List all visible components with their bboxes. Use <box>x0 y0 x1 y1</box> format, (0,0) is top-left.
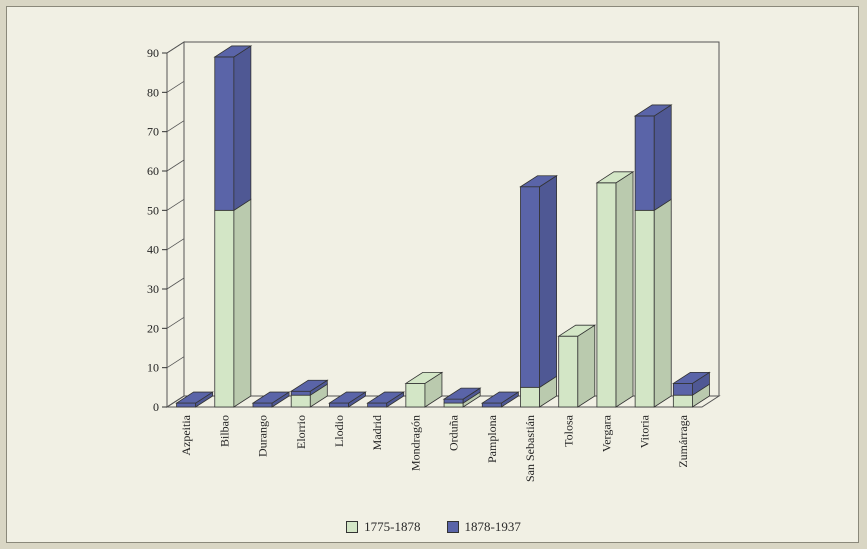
y-tick-depth <box>166 80 185 93</box>
bar-top-Vergara <box>595 171 635 184</box>
bar-Pamplona-1878-1937 <box>481 402 502 408</box>
bar-Vitoria-1878-1937 <box>634 115 655 211</box>
y-tick-label: 0 <box>153 400 159 414</box>
y-tick-label: 70 <box>147 125 159 139</box>
bar-top-Madrid <box>366 391 406 404</box>
bar-Elorrio-1775-1878 <box>290 394 311 408</box>
bar-side-Bilbao-1775-1878 <box>233 198 252 408</box>
bar-top-Mondragón <box>404 371 444 384</box>
bar-top-Durango <box>251 391 291 404</box>
y-tick-depth <box>166 238 185 251</box>
y-tick-depth <box>166 277 185 290</box>
bar-top-Orduña <box>442 387 482 400</box>
y-tick-depth <box>166 395 185 408</box>
x-tick-label: San Sebastián <box>523 415 537 482</box>
y-tick-depth <box>166 356 185 369</box>
y-tick-label: 20 <box>147 321 159 335</box>
legend-swatch-1878-1937 <box>446 521 459 533</box>
bar-Zumárraga-1878-1937 <box>672 382 693 396</box>
bar-side-Vergara-1775-1878 <box>615 171 634 408</box>
chart-frame: 0 10 20 30 40 50 60 70 80 90 Azpeitia Bilbao Durango… <box>6 6 859 543</box>
bar-Vitoria-1775-1878 <box>634 209 655 408</box>
side-wall <box>166 41 185 408</box>
y-tick-label: 40 <box>147 243 159 257</box>
bar-Zumárraga-1775-1878 <box>672 394 693 408</box>
y-tick-label: 30 <box>147 282 159 296</box>
bar-side-Bilbao-1878-1937 <box>233 45 252 212</box>
bar-Vergara-1775-1878 <box>596 182 617 408</box>
bar-top-Tolosa <box>557 324 597 337</box>
bar-side-Tolosa-1775-1878 <box>577 324 596 408</box>
legend-item-1775-1878: 1775-1878 <box>346 519 421 535</box>
bar-San Sebastián-1878-1937 <box>520 186 540 388</box>
y-tick-depth <box>166 316 185 329</box>
y-tick-depth <box>166 120 185 133</box>
bar-top-Azpeitia <box>175 391 215 404</box>
bar-Azpeitia-1878-1937 <box>176 402 197 408</box>
x-tick-label: Bilbao <box>217 415 231 447</box>
y-tick-label: 60 <box>147 164 159 178</box>
legend-label-1878-1937: 1878-1937 <box>464 519 521 534</box>
bar-Elorrio-1878-1937 <box>290 390 311 396</box>
bar-top-Vitoria <box>633 104 673 117</box>
bar-top-Elorrio <box>289 379 329 392</box>
bar-Llodio-1878-1937 <box>329 402 349 408</box>
y-tick-label: 80 <box>147 85 159 99</box>
x-tick-label: Pamplona <box>485 414 499 463</box>
bar-Tolosa-1775-1878 <box>558 335 579 408</box>
bar-side-Vitoria-1878-1937 <box>653 104 672 212</box>
y-tick-label: 50 <box>147 203 159 217</box>
x-tick-label: Vergara <box>599 414 613 452</box>
x-tick-label: Madrid <box>370 415 384 450</box>
legend-swatch-1775-1878 <box>346 521 359 533</box>
legend-item-1878-1937: 1878-1937 <box>446 519 521 535</box>
x-tick-label: Vitoria <box>638 414 652 448</box>
bar-Bilbao-1775-1878 <box>214 209 235 408</box>
legend-label-1775-1878: 1775-1878 <box>364 519 421 534</box>
bar-Mondragón-1775-1878 <box>405 382 426 408</box>
legend: 1775-1878 1878-1937 <box>7 519 860 535</box>
x-tick-label: Llodio <box>332 415 346 447</box>
x-tick-label: Elorrio <box>294 415 308 449</box>
bar-Orduña-1775-1878 <box>443 402 464 408</box>
y-tick-depth <box>166 41 185 54</box>
bar-San Sebastián-1775-1878 <box>520 386 540 408</box>
chart-plot: 0 10 20 30 40 50 60 70 80 90 Azpeitia Bilbao Durango… <box>147 41 721 482</box>
x-tick-label: Durango <box>256 415 270 457</box>
y-tick-label: 10 <box>147 361 159 375</box>
bar-side-San Sebastián-1878-1937 <box>539 174 557 389</box>
x-tick-label: Mondragón <box>408 415 422 471</box>
y-tick-depth <box>166 198 185 211</box>
bar-top-Pamplona <box>480 391 520 404</box>
bar-Durango-1878-1937 <box>252 402 273 408</box>
bar-Orduña-1878-1937 <box>443 398 464 404</box>
y-tick-label: 90 <box>147 46 159 60</box>
x-tick-label: Tolosa <box>561 414 575 446</box>
x-tick-label: Azpeitia <box>179 414 193 455</box>
x-tick-label: Orduña <box>447 414 461 451</box>
x-tick-label: Zumárraga <box>676 414 690 467</box>
y-tick-depth <box>166 159 185 172</box>
bar-Madrid-1878-1937 <box>367 402 388 408</box>
bar-side-Vitoria-1775-1878 <box>653 198 672 408</box>
bar-top-San Sebastián <box>519 175 558 188</box>
bar-Bilbao-1878-1937 <box>214 56 235 211</box>
bar-top-Zumárraga <box>671 371 711 384</box>
bar-top-Llodio <box>328 391 367 404</box>
bar-top-Bilbao <box>213 45 253 58</box>
